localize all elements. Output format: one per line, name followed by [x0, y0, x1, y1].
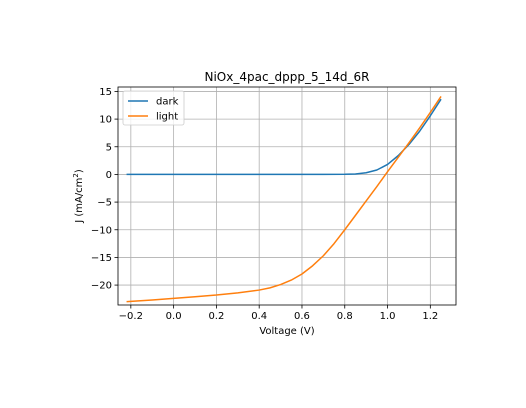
x-tick-label: 1.0 [380, 311, 396, 322]
y-tick-label: −15 [91, 253, 112, 264]
plot-frame [117, 86, 457, 306]
legend-label-dark: dark [156, 97, 179, 108]
legend: dark light [122, 90, 185, 126]
y-tick-label: −5 [97, 198, 112, 209]
x-tick-label: 0.4 [251, 311, 267, 322]
legend-label-light: light [156, 112, 178, 123]
tick-layer: −0.2 0.0 0.2 0.4 0.6 0.8 1.0 1.2 −20 −15 −10 −5 0 5 10… [91, 87, 438, 322]
series-layer [126, 95, 442, 303]
y-tick-label: 15 [99, 87, 112, 98]
x-tick-label: 0.6 [294, 311, 310, 322]
x-tick-label: 1.2 [422, 311, 438, 322]
y-tick-label: 10 [99, 115, 112, 126]
x-axis-label: Voltage (V) [259, 326, 314, 337]
x-tick-label: 0.8 [337, 311, 353, 322]
y-axis-label: J (mA/cm2) [72, 169, 85, 224]
series-line-light [126, 95, 442, 303]
y-tick-label: −20 [91, 281, 112, 292]
y-tick-label: 0 [106, 170, 112, 181]
series-line-dark [126, 98, 442, 176]
chart-title: NiOx_4pac_dppp_5_14d_6R [204, 70, 369, 84]
y-tick-label: −10 [91, 225, 112, 236]
grid-layer [118, 87, 456, 305]
y-axis-label-superscript: 2 [72, 173, 80, 177]
x-tick-label: 0.0 [166, 311, 182, 322]
y-axis-label-main: J (mA/cm [74, 178, 85, 224]
y-tick-label: 5 [106, 142, 112, 153]
x-tick-label: −0.2 [119, 311, 143, 322]
x-tick-label: 0.2 [208, 311, 224, 322]
y-axis-label-close: ) [74, 169, 85, 173]
